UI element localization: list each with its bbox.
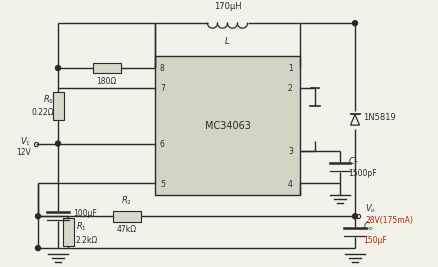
- Text: 28V(175mA): 28V(175mA): [365, 216, 413, 225]
- Text: 1N5819: 1N5819: [363, 113, 396, 122]
- Text: 3: 3: [288, 147, 293, 156]
- Bar: [113, 211, 141, 222]
- Text: 12V: 12V: [16, 148, 31, 157]
- Text: 150μF: 150μF: [363, 236, 387, 245]
- Circle shape: [56, 141, 60, 146]
- Circle shape: [35, 246, 40, 251]
- Text: 6: 6: [160, 140, 165, 149]
- Text: $V_o$: $V_o$: [365, 202, 376, 215]
- Bar: [53, 92, 64, 120]
- Text: 170μH: 170μH: [214, 2, 241, 11]
- Text: 8: 8: [160, 64, 165, 73]
- Bar: [155, 56, 300, 195]
- Text: 2: 2: [288, 84, 293, 93]
- Text: 47kΩ: 47kΩ: [117, 225, 137, 234]
- Circle shape: [35, 214, 40, 219]
- Text: MC34063: MC34063: [205, 121, 251, 131]
- Text: $C_T$: $C_T$: [348, 156, 360, 168]
- Text: 100μF: 100μF: [73, 209, 97, 218]
- Text: 4: 4: [288, 180, 293, 189]
- Circle shape: [353, 214, 357, 219]
- Text: $R_1$: $R_1$: [76, 221, 87, 233]
- Circle shape: [56, 65, 60, 70]
- Text: 5: 5: [160, 180, 165, 189]
- Text: 1500pF: 1500pF: [348, 170, 377, 178]
- Text: $C_o$: $C_o$: [363, 221, 374, 233]
- Text: $R_2$: $R_2$: [121, 195, 132, 207]
- Text: 1: 1: [288, 64, 293, 73]
- Bar: [92, 62, 120, 73]
- Text: L: L: [225, 37, 230, 46]
- Text: 0.22Ω: 0.22Ω: [32, 108, 54, 117]
- Text: 7: 7: [160, 84, 165, 93]
- Bar: [63, 218, 74, 246]
- Text: 2.2kΩ: 2.2kΩ: [76, 236, 98, 245]
- Text: $R_S$: $R_S$: [42, 94, 54, 106]
- Text: $V_1$: $V_1$: [20, 135, 31, 148]
- Text: 180Ω: 180Ω: [96, 77, 117, 86]
- Circle shape: [353, 21, 357, 26]
